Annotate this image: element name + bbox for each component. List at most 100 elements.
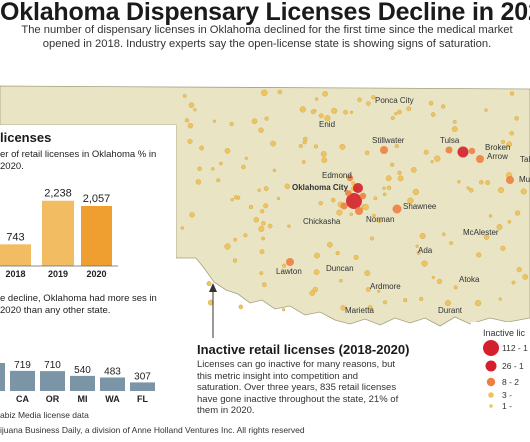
bar-value-label: 2,057 [83,193,111,205]
map-dot [457,146,469,158]
map-dot [522,274,529,280]
map-dot [345,190,351,196]
map-dot [259,249,265,255]
map-dot [282,263,287,268]
map-dot [390,162,395,167]
map-dot [355,207,363,215]
map-dot [346,174,354,182]
map-dot [261,282,267,288]
map-dot [423,149,429,155]
map-dot [272,168,277,173]
map-dot [509,91,515,96]
page-title: Oklahoma Dispensary Licenses Decline in … [0,0,530,26]
map-dot [230,197,234,202]
map-dot [500,139,506,144]
map-dot [397,175,404,182]
city-label: Marietta [345,306,374,315]
map-dot [206,281,212,287]
map-dot [312,286,318,293]
map-dot [406,106,412,112]
map-dot [261,89,268,97]
city-label: Mu [519,175,530,184]
state-bar-value: 710 [44,360,61,371]
map-dot [506,176,514,184]
panel-note: e decline, Oklahoma had more ses in 2020… [0,293,157,316]
map-dot [372,213,376,218]
state-bar-value: 540 [74,365,91,376]
panel-text: er of retail licenses in Oklahoma % in 2… [0,149,157,172]
city-label: Norman [366,215,394,224]
map-dot [377,289,381,293]
map-dot [324,115,331,122]
map-dot [313,144,318,149]
map-dot [479,180,484,185]
map-dot [509,130,515,136]
panel-title: licenses [0,130,52,145]
map-dot [349,212,354,217]
map-dot [258,127,264,133]
map-dot [357,97,362,102]
city-label: Tal [520,155,530,164]
bar [42,200,74,266]
state-bar-label: WA [105,394,120,404]
map-dot [251,118,258,124]
map-dot [483,234,490,240]
map-dot [216,178,221,183]
map-dot [238,304,244,310]
map-dot [244,156,248,160]
map-dot [416,250,421,255]
map-dot [224,148,231,154]
city-label: Durant [438,306,463,315]
map-dot [301,160,306,164]
map-dot [441,104,446,109]
map-dot [434,155,441,162]
map-dot [380,146,388,154]
state-bar [70,375,95,391]
state-bar-value: 307 [134,371,151,382]
map-dot [383,300,388,305]
source-note: abiz Media license data [0,410,89,420]
map-dot [445,300,452,307]
bar-category-label: 2020 [86,269,106,279]
legend-title: Inactive lic [483,328,526,338]
inactive-title: Inactive retail licenses (2018-2020) [197,342,410,357]
map-dot [394,144,399,149]
map-dot [386,185,392,191]
map-dot [468,187,474,193]
map-dot [322,91,328,97]
city-label: Ada [418,246,433,255]
map-dot [253,217,259,223]
map-dot [309,290,316,296]
legend-label: 26 - 1 [502,361,524,371]
map-dot [362,204,369,211]
map-dot [259,271,264,275]
map-dot [390,115,395,120]
state-bar-value: 719 [14,360,31,371]
map-dot [468,147,476,155]
map-dot [229,121,234,127]
city-label: Edmond [322,171,352,180]
map-dot [506,141,513,148]
map-dot [397,170,402,175]
map-dot [466,186,470,190]
map-dot [369,236,374,241]
page-subtitle: The number of dispensary licenses in Okl… [21,24,513,50]
map-dot [241,164,246,170]
map-dot [284,183,290,190]
map-dot [248,204,254,210]
map-dot [452,119,457,124]
map-dot [263,186,269,192]
map-dot [514,116,519,121]
city-label: Atoka [459,275,480,284]
city-label: Enid [319,120,335,129]
map-dot [340,202,348,210]
bar-value-label: 2,238 [44,188,72,200]
map-dot [485,180,491,186]
map-dot [314,252,320,259]
map-dot [516,267,522,273]
map-dot [187,138,193,144]
map-dot [212,119,216,123]
map-dot [267,223,273,229]
map-dot [233,195,239,200]
